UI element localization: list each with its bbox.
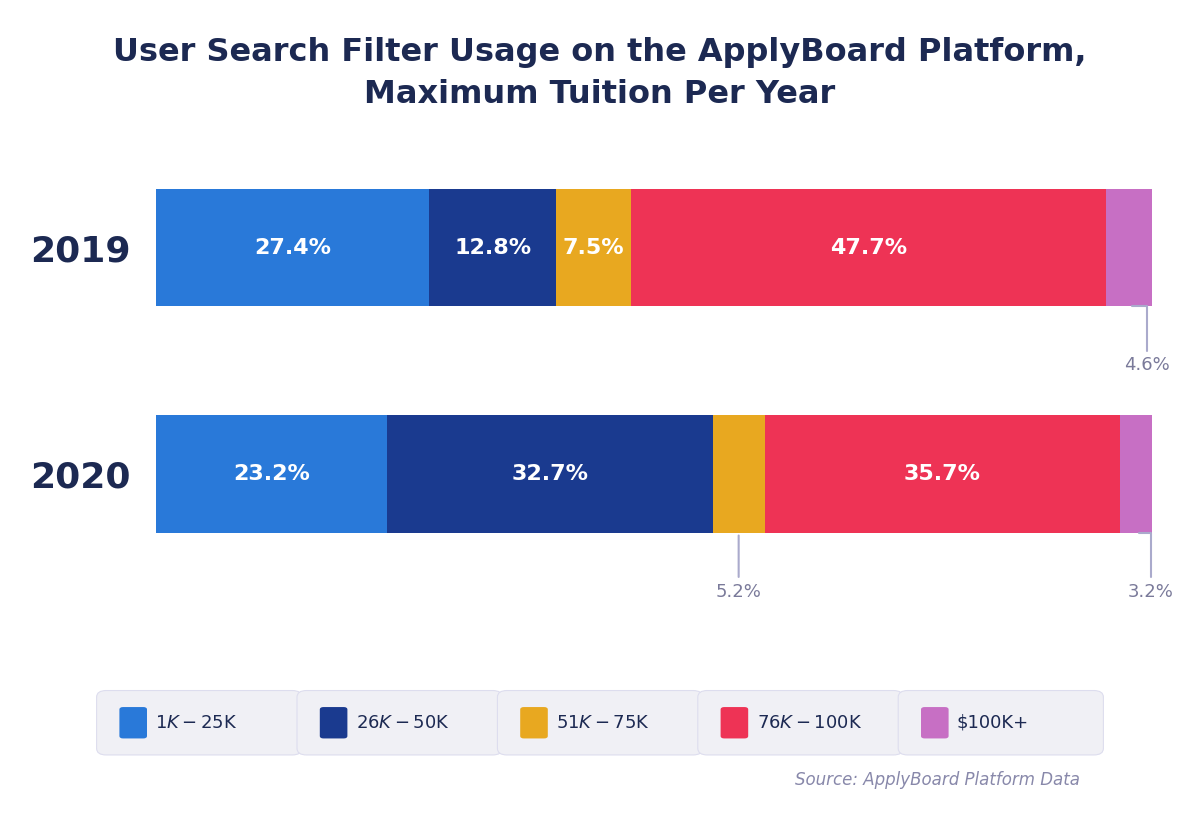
- Bar: [713, 415, 764, 533]
- Bar: [631, 189, 1106, 306]
- Bar: [764, 415, 1120, 533]
- Text: 5.2%: 5.2%: [715, 535, 762, 601]
- Text: $1K-$25K: $1K-$25K: [155, 714, 238, 732]
- Text: 32.7%: 32.7%: [511, 464, 588, 484]
- Text: 4.6%: 4.6%: [1124, 306, 1170, 374]
- Text: User Search Filter Usage on the ApplyBoard Platform,
Maximum Tuition Per Year: User Search Filter Usage on the ApplyBoa…: [113, 37, 1087, 110]
- Bar: [557, 189, 631, 306]
- Bar: [428, 189, 557, 306]
- Text: 35.7%: 35.7%: [904, 464, 980, 484]
- Text: 12.8%: 12.8%: [454, 238, 532, 258]
- Text: 27.4%: 27.4%: [254, 238, 331, 258]
- Bar: [1106, 189, 1152, 306]
- Text: 3.2%: 3.2%: [1128, 533, 1174, 601]
- Text: Source: ApplyBoard Platform Data: Source: ApplyBoard Platform Data: [796, 771, 1080, 789]
- Text: $76K-$100K: $76K-$100K: [756, 714, 862, 732]
- Text: $26K-$50K: $26K-$50K: [355, 714, 450, 732]
- Text: 7.5%: 7.5%: [563, 238, 624, 258]
- Text: 47.7%: 47.7%: [830, 238, 907, 258]
- Text: 23.2%: 23.2%: [233, 464, 310, 484]
- Bar: [156, 189, 428, 306]
- Bar: [388, 415, 713, 533]
- Bar: [1120, 415, 1152, 533]
- Text: $51K-$75K: $51K-$75K: [557, 714, 650, 732]
- Text: $100K+: $100K+: [958, 714, 1030, 732]
- Bar: [156, 415, 388, 533]
